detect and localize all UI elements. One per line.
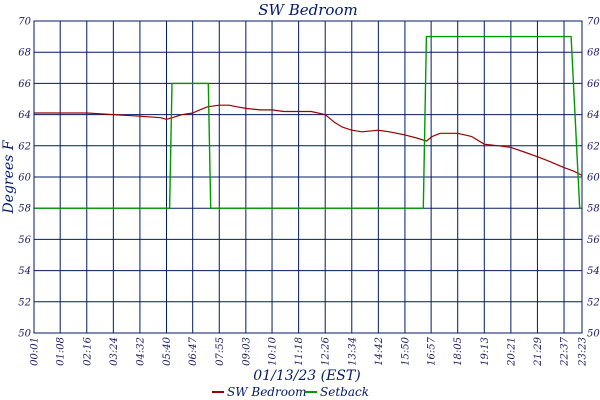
y-tick-label-right: 66 bbox=[587, 79, 600, 90]
legend: SW Bedroom Setback bbox=[212, 385, 369, 399]
x-tick-label: 20:21 bbox=[506, 337, 517, 367]
y-tick-label-right: 62 bbox=[587, 141, 600, 152]
x-tick-label: 11:18 bbox=[294, 337, 305, 366]
series-layer bbox=[34, 35, 583, 209]
plot-frame bbox=[33, 20, 583, 334]
x-tick-label: 21:29 bbox=[533, 336, 544, 366]
chart-title: SW Bedroom bbox=[258, 1, 357, 19]
y-tick-label-right: 70 bbox=[587, 17, 600, 28]
x-tick-label: 18:05 bbox=[453, 337, 464, 366]
x-tick-label: 02:16 bbox=[82, 336, 93, 365]
y-tick-label-right: 64 bbox=[587, 110, 600, 121]
y-tick-label-right: 56 bbox=[587, 235, 600, 246]
y-axis-right-ticks: 50 52 54 56 58 60 62 64 66 68 70 bbox=[587, 17, 600, 340]
y-tick-label: 58 bbox=[18, 204, 31, 215]
y-tick-label-right: 54 bbox=[587, 266, 600, 277]
y-tick-label-right: 50 bbox=[587, 329, 600, 340]
series-line-setback bbox=[34, 35, 582, 209]
x-tick-label: 14:42 bbox=[374, 337, 385, 366]
y-tick-label: 50 bbox=[18, 329, 31, 340]
y-axis-label: Degrees F bbox=[1, 139, 17, 214]
x-tick-label: 19:13 bbox=[480, 337, 491, 366]
horizontal-gridlines bbox=[34, 20, 582, 334]
y-tick-label-right: 68 bbox=[587, 48, 600, 59]
x-tick-label: 10:10 bbox=[268, 336, 279, 365]
y-tick-label: 54 bbox=[18, 266, 31, 277]
y-tick-label-right: 60 bbox=[587, 173, 600, 184]
x-axis-ticks: 00:01 01:08 02:16 03:24 04:32 05:40 06:47 07:55… bbox=[30, 336, 589, 366]
y-tick-label: 66 bbox=[18, 79, 31, 90]
x-tick-label: 07:55 bbox=[215, 337, 226, 366]
y-tick-label: 60 bbox=[18, 173, 31, 184]
y-tick-label: 62 bbox=[18, 141, 31, 152]
legend-label-setback: Setback bbox=[320, 385, 369, 399]
x-tick-label: 05:40 bbox=[162, 336, 173, 365]
x-tick-label: 16:57 bbox=[427, 336, 438, 365]
x-tick-label: 04:32 bbox=[135, 337, 146, 366]
y-tick-label: 56 bbox=[18, 235, 31, 246]
x-tick-label: 09:03 bbox=[241, 337, 252, 366]
x-tick-label: 22:37 bbox=[560, 336, 571, 366]
x-axis-label: 01/13/23 (EST) bbox=[253, 368, 360, 384]
y-tick-label: 70 bbox=[18, 17, 31, 28]
x-tick-label: 12:26 bbox=[321, 336, 332, 365]
y-tick-label-right: 52 bbox=[587, 297, 600, 308]
x-tick-label: 13:34 bbox=[347, 337, 358, 366]
series-line-sw-bedroom bbox=[34, 104, 583, 176]
y-tick-label: 64 bbox=[18, 110, 31, 121]
y-tick-label-right: 58 bbox=[587, 204, 600, 215]
x-tick-label: 01:08 bbox=[56, 337, 67, 366]
x-tick-label: 06:47 bbox=[188, 336, 199, 365]
y-tick-label: 52 bbox=[18, 297, 31, 308]
y-tick-label: 68 bbox=[18, 48, 31, 59]
legend-label-sw-bedroom: SW Bedroom bbox=[227, 385, 307, 399]
y-axis-left-ticks: 50 52 54 56 58 60 62 64 66 68 70 bbox=[18, 17, 31, 340]
x-tick-label: 00:01 bbox=[30, 337, 41, 366]
x-tick-label: 15:50 bbox=[400, 336, 411, 365]
x-tick-label: 03:24 bbox=[109, 337, 120, 366]
x-tick-label: 23:23 bbox=[578, 337, 589, 367]
